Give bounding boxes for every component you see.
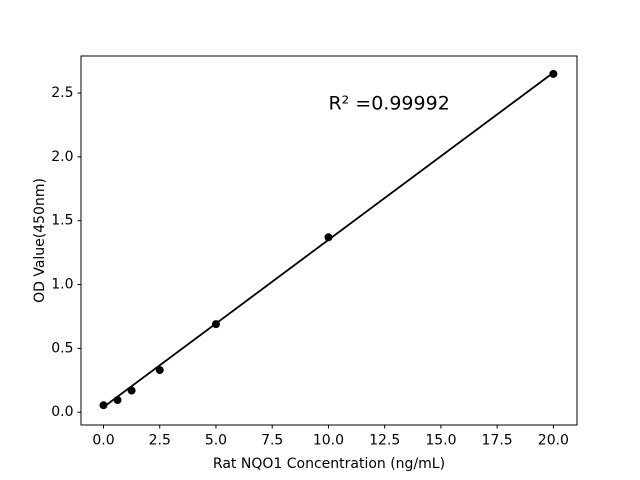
y-tick-label: 0.5 [51,340,73,356]
x-tick-label: 7.5 [261,433,283,449]
y-axis-label: OD Value(450nm) [32,178,48,303]
x-tick-label: 15.0 [425,433,456,449]
x-tick-label: 20.0 [538,433,569,449]
x-tick-label: 2.5 [149,433,171,449]
data-point [549,69,558,78]
y-tick-label: 2.0 [51,149,73,165]
x-tick-label: 12.5 [369,433,400,449]
x-tick-label: 10.0 [313,433,344,449]
x-tick-label: 17.5 [482,433,513,449]
x-tick-label: 0.0 [92,433,114,449]
r-squared-annotation: R² =0.99992 [328,93,449,115]
axes-frame [80,55,578,426]
data-point [211,320,220,329]
y-tick-label: 1.0 [51,277,73,293]
y-tick-label: 1.5 [51,213,73,229]
data-point [113,396,122,405]
data-point [155,366,164,375]
x-axis-label: Rat NQO1 Concentration (ng/mL) [213,456,445,472]
data-point [127,386,136,395]
data-point [324,233,333,242]
y-tick-label: 2.5 [51,85,73,101]
y-tick-label: 0.0 [51,404,73,420]
x-tick-label: 5.0 [205,433,227,449]
data-point [99,401,108,410]
